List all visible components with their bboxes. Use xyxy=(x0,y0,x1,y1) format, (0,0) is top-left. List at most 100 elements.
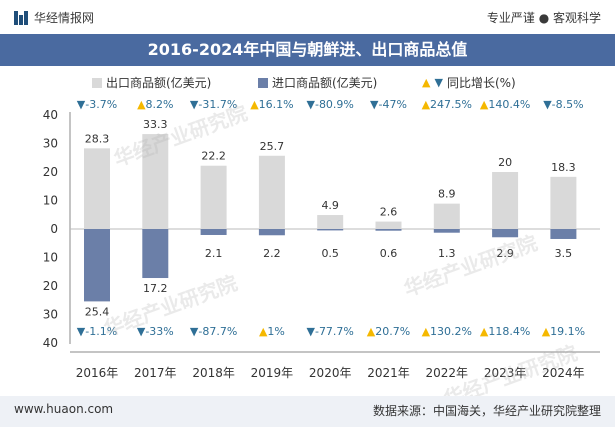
legend-export-label: 出口商品额(亿美元) xyxy=(106,76,212,90)
down-triangle-icon: ▼ xyxy=(190,325,199,338)
down-triangle-icon: ▼ xyxy=(370,98,379,111)
export-bar xyxy=(492,172,519,229)
export-growth-label: ▼-8.5% xyxy=(543,98,583,111)
y-tick-label: 10 xyxy=(43,251,58,265)
export-growth-label-text: -8.5% xyxy=(552,98,584,111)
up-triangle-icon: ▲ xyxy=(542,325,551,338)
import-growth-label: ▲20.7% xyxy=(367,325,410,338)
legend: 出口商品额(亿美元) 进口商品额(亿美元) ▲ ▼ 同比增长(%) xyxy=(0,74,615,92)
import-growth-label-text: 130.2% xyxy=(430,325,472,338)
footer-source: 数据来源：中国海关，华经产业研究院整理 xyxy=(372,404,601,418)
import-growth-label-text: 118.4% xyxy=(488,325,530,338)
x-tick-label: 2020年 xyxy=(309,366,352,380)
legend-growth: ▲ ▼ 同比增长(%) xyxy=(422,74,516,91)
y-tick-label: 30 xyxy=(43,137,58,151)
export-growth-label: ▼-80.9% xyxy=(307,98,354,111)
export-bar xyxy=(550,176,577,229)
export-growth-label-text: -3.7% xyxy=(85,98,117,111)
logo-icon xyxy=(14,10,28,25)
up-triangle-icon: ▲ xyxy=(259,325,268,338)
y-tick-label: 40 xyxy=(43,108,58,122)
title-bar xyxy=(0,34,615,66)
export-growth-label: ▼-3.7% xyxy=(77,98,117,111)
export-growth-label: ▲8.2% xyxy=(137,98,173,111)
footer xyxy=(0,396,615,427)
down-triangle-icon: ▼ xyxy=(77,98,86,111)
import-growth-label: ▼-1.1% xyxy=(77,325,117,338)
up-triangle-icon: ▲ xyxy=(422,76,431,89)
import-value-label: 0.6 xyxy=(380,247,398,260)
import-bar xyxy=(492,229,519,238)
import-growth-label: ▲130.2% xyxy=(422,325,472,338)
legend-import-swatch xyxy=(258,77,268,88)
import-growth-label-text: -87.7% xyxy=(198,325,237,338)
y-tick-label: 30 xyxy=(43,308,58,322)
export-growth-label: ▼-47% xyxy=(370,98,407,111)
tagline: 专业严谨 ● 客观科学 xyxy=(486,11,601,25)
x-tick-label: 2024年 xyxy=(542,366,585,380)
up-triangle-icon: ▲ xyxy=(250,98,259,111)
export-bar xyxy=(258,155,285,229)
y-tick-label: 20 xyxy=(43,165,58,179)
import-bar xyxy=(200,229,227,235)
import-value-label: 3.5 xyxy=(555,247,573,260)
export-value-label: 33.3 xyxy=(143,118,168,131)
up-triangle-icon: ▲ xyxy=(480,98,489,111)
export-value-label: 18.3 xyxy=(551,161,576,174)
legend-export: 出口商品额(亿美元) xyxy=(92,74,211,91)
import-growth-label-text: 20.7% xyxy=(375,325,410,338)
bar-chart: 4030201001020304028.325.4▼-3.7%▼-1.1%201… xyxy=(43,98,600,380)
import-bar xyxy=(375,229,402,231)
x-tick-label: 2019年 xyxy=(251,366,294,380)
import-growth-label: ▼-77.7% xyxy=(307,325,354,338)
footer-url[interactable]: www.huaon.com xyxy=(14,402,114,416)
x-tick-label: 2023年 xyxy=(484,366,527,380)
up-triangle-icon: ▲ xyxy=(367,325,376,338)
import-value-label: 17.2 xyxy=(143,282,168,295)
import-bar xyxy=(142,229,169,279)
import-growth-label-text: -33% xyxy=(145,325,173,338)
import-value-label: 2.9 xyxy=(496,247,514,260)
import-growth-label: ▼-33% xyxy=(137,325,174,338)
down-triangle-icon: ▼ xyxy=(137,325,146,338)
up-triangle-icon: ▲ xyxy=(422,98,431,111)
import-bar xyxy=(258,229,285,236)
import-value-label: 25.4 xyxy=(85,305,110,318)
down-triangle-icon: ▼ xyxy=(77,325,86,338)
export-bar xyxy=(200,165,227,229)
down-triangle-icon: ▼ xyxy=(190,98,199,111)
up-triangle-icon: ▲ xyxy=(480,325,489,338)
export-bar xyxy=(375,221,402,229)
import-growth-label-text: -77.7% xyxy=(315,325,354,338)
top-bar: 华经情报网 专业严谨 ● 客观科学 xyxy=(0,0,615,34)
export-value-label: 28.3 xyxy=(85,132,110,145)
brand-name: 华经情报网 xyxy=(34,11,95,25)
export-growth-label: ▲16.1% xyxy=(250,98,293,111)
export-value-label: 25.7 xyxy=(260,140,285,153)
import-growth-label-text: 19.1% xyxy=(550,325,585,338)
export-growth-label-text: -80.9% xyxy=(315,98,354,111)
x-tick-label: 2017年 xyxy=(134,366,177,380)
y-tick-label: 10 xyxy=(43,194,58,208)
down-triangle-icon: ▼ xyxy=(543,98,552,111)
import-growth-label: ▲118.4% xyxy=(480,325,530,338)
down-triangle-icon: ▼ xyxy=(307,98,316,111)
export-growth-label-text: 247.5% xyxy=(430,98,472,111)
x-tick-label: 2021年 xyxy=(367,366,410,380)
legend-import: 进口商品额(亿美元) xyxy=(258,74,377,91)
export-growth-label-text: 140.4% xyxy=(488,98,530,111)
import-value-label: 1.3 xyxy=(438,247,456,260)
import-bar xyxy=(84,229,110,302)
import-value-label: 0.5 xyxy=(321,247,339,260)
brand[interactable]: 华经情报网 xyxy=(14,9,94,26)
import-value-label: 2.1 xyxy=(205,247,223,260)
export-bar xyxy=(142,134,169,229)
export-value-label: 20 xyxy=(498,156,512,169)
import-growth-label: ▲19.1% xyxy=(542,325,585,338)
legend-export-swatch xyxy=(92,77,102,88)
export-growth-label: ▲140.4% xyxy=(480,98,530,111)
y-tick-label: 40 xyxy=(43,336,58,350)
up-triangle-icon: ▲ xyxy=(137,98,146,111)
export-growth-label-text: 8.2% xyxy=(146,98,174,111)
export-bar xyxy=(84,148,110,229)
